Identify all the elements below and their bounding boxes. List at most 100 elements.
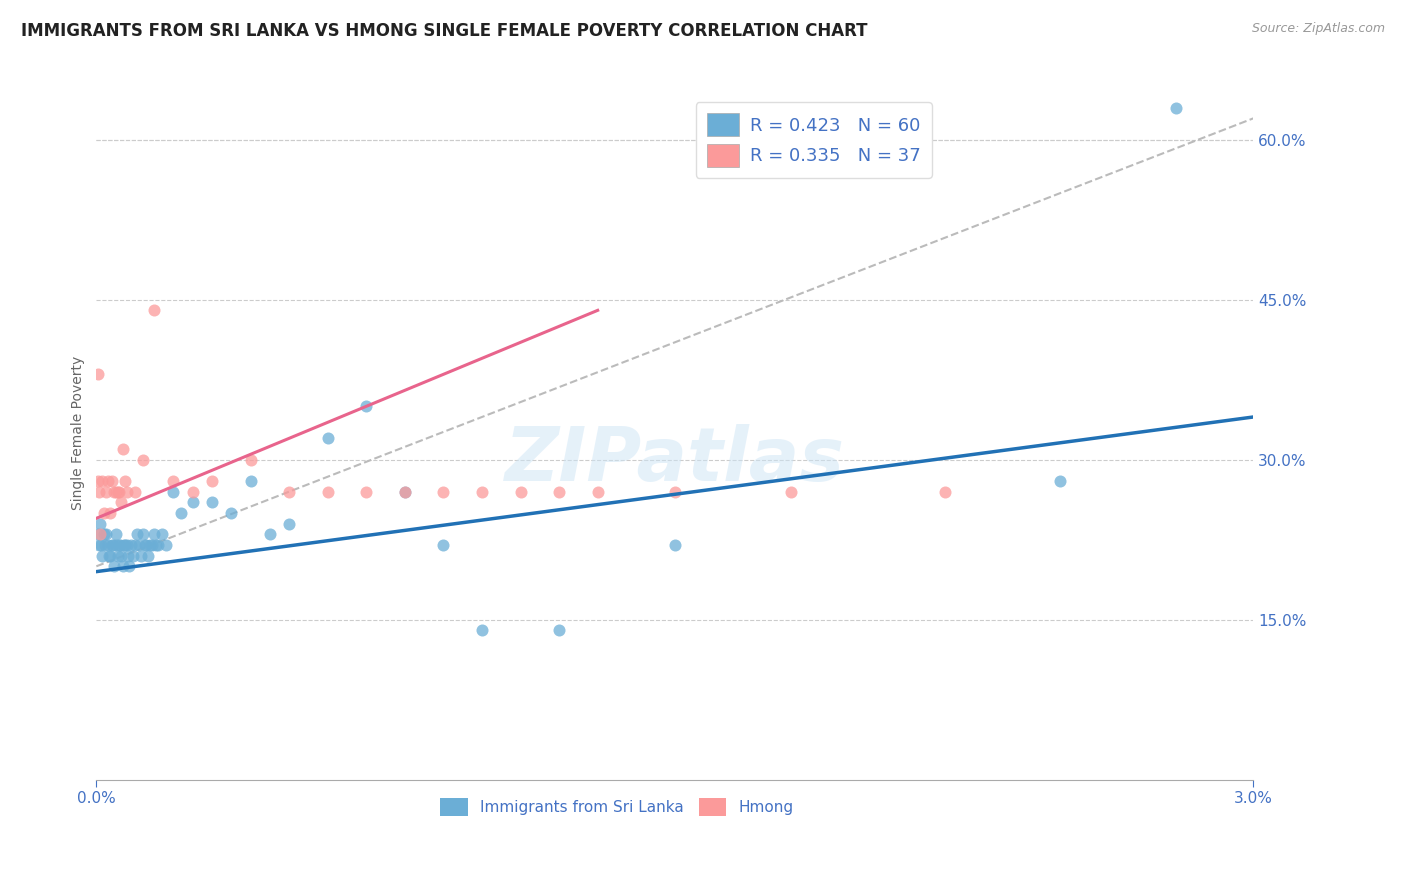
Point [548,484,571,499]
Point [1166,101,1188,115]
Point [138,549,160,563]
Point [108,538,131,552]
Point [87,527,110,541]
Point [170,506,193,520]
Point [107,484,129,499]
Point [103,484,125,499]
Point [143,303,166,318]
Point [91,549,114,563]
Point [110,495,132,509]
Point [509,484,531,499]
Point [94,538,117,552]
Point [89,516,111,531]
Point [100,538,122,552]
Point [316,484,339,499]
Point [201,495,224,509]
Legend: Immigrants from Sri Lanka, Hmong: Immigrants from Sri Lanka, Hmong [433,790,801,824]
Point [112,442,135,456]
Point [162,474,184,488]
Point [135,538,157,552]
Point [432,484,454,499]
Point [108,484,131,499]
Point [221,506,243,520]
Point [131,452,153,467]
Point [97,538,120,552]
Point [239,474,262,488]
Point [150,527,173,541]
Point [93,506,115,520]
Point [432,538,454,552]
Point [97,474,120,488]
Point [356,484,378,499]
Point [100,474,122,488]
Point [105,527,128,541]
Point [316,431,339,445]
Point [548,624,571,638]
Point [128,538,150,552]
Text: Source: ZipAtlas.com: Source: ZipAtlas.com [1251,22,1385,36]
Point [934,484,956,499]
Point [98,549,121,563]
Point [118,559,141,574]
Point [129,549,152,563]
Point [259,527,281,541]
Point [104,484,127,499]
Point [664,538,686,552]
Point [93,527,115,541]
Point [146,538,169,552]
Point [134,538,156,552]
Point [586,484,609,499]
Point [103,559,125,574]
Point [110,549,132,563]
Point [471,484,494,499]
Point [141,538,163,552]
Point [139,538,162,552]
Point [124,484,146,499]
Point [356,400,378,414]
Point [779,484,801,499]
Point [117,549,139,563]
Point [115,538,138,552]
Point [181,484,204,499]
Point [155,538,177,552]
Point [394,484,416,499]
Point [1049,474,1071,488]
Text: IMMIGRANTS FROM SRI LANKA VS HMONG SINGLE FEMALE POVERTY CORRELATION CHART: IMMIGRANTS FROM SRI LANKA VS HMONG SINGL… [21,22,868,40]
Y-axis label: Single Female Poverty: Single Female Poverty [72,356,86,510]
Point [89,527,111,541]
Point [162,484,184,499]
Point [120,538,142,552]
Point [115,484,138,499]
Point [94,484,117,499]
Point [114,474,136,488]
Point [87,474,110,488]
Point [97,549,120,563]
Point [124,538,146,552]
Point [114,538,136,552]
Point [278,516,301,531]
Point [471,624,494,638]
Point [278,484,301,499]
Point [98,506,121,520]
Point [181,495,204,509]
Point [89,538,111,552]
Point [94,527,117,541]
Point [110,538,132,552]
Text: ZIPatlas: ZIPatlas [505,425,845,497]
Point [145,538,167,552]
Point [86,368,108,382]
Point [143,527,166,541]
Point [125,527,148,541]
Point [112,538,135,552]
Point [90,538,112,552]
Point [107,549,129,563]
Point [239,452,262,467]
Point [112,559,135,574]
Point [91,474,114,488]
Point [89,484,111,499]
Point [131,527,153,541]
Point [201,474,224,488]
Point [122,549,145,563]
Point [394,484,416,499]
Point [101,538,124,552]
